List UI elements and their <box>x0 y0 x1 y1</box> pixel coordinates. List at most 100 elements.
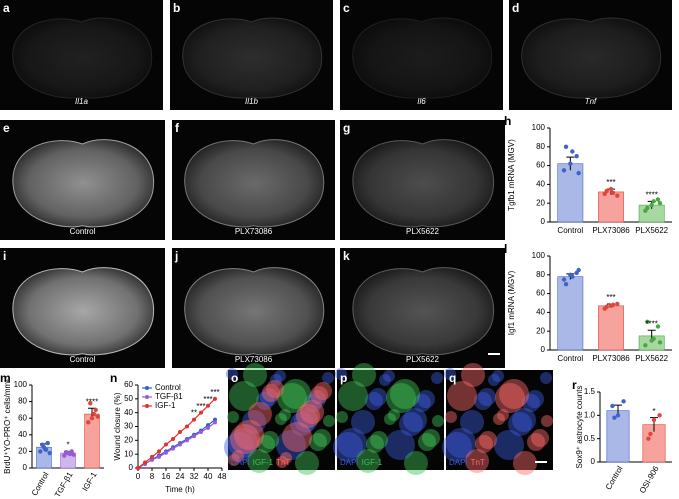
y-tick-label: 60 <box>536 289 545 298</box>
panel-label: o <box>231 371 238 385</box>
image-caption: Control <box>70 227 96 236</box>
cell-signal <box>404 451 428 475</box>
cell-signal <box>478 388 496 406</box>
image-caption: PLX5622 <box>406 227 439 236</box>
panel-label: r <box>572 378 577 392</box>
panel-label: k <box>343 249 350 263</box>
channel-name: DAPI <box>340 458 359 467</box>
tissue <box>12 17 153 99</box>
significance: **** <box>645 190 657 199</box>
cell-signal <box>385 430 415 460</box>
tissue-section <box>184 139 325 228</box>
x-tick-label: Control <box>604 464 625 491</box>
data-point <box>71 452 76 457</box>
y-tick-label: 80 <box>536 142 545 151</box>
data-point <box>610 190 616 196</box>
y-tick-label: 0 <box>23 463 28 472</box>
legend-label: IGF-1 <box>155 401 176 410</box>
data-point <box>612 415 617 420</box>
cell-signal <box>248 402 272 426</box>
y-tick-label: 20 <box>124 435 133 444</box>
cell-signal <box>479 431 497 449</box>
data-point <box>648 431 653 437</box>
cell-signal <box>261 431 279 449</box>
x-tick-label: Control <box>557 226 583 235</box>
cell-signal <box>399 412 423 436</box>
data-point <box>615 301 620 307</box>
bar <box>557 276 584 351</box>
cell-signal <box>256 392 274 410</box>
cell-signal <box>304 394 322 412</box>
data-point <box>621 399 626 404</box>
panel-label: q <box>449 371 456 385</box>
data-point <box>178 442 182 447</box>
x-tick-label: PLX5622 <box>635 226 668 235</box>
cell-signal <box>495 383 525 413</box>
cell-signal <box>493 413 505 425</box>
significance: *** <box>196 402 205 411</box>
data-point <box>574 154 579 159</box>
cell-signal <box>418 433 436 451</box>
data-point <box>610 403 615 409</box>
data-point <box>157 449 161 454</box>
tissue-section <box>184 267 325 356</box>
cell-signal <box>474 392 492 410</box>
data-point <box>655 197 661 202</box>
data-point <box>645 205 650 211</box>
data-point <box>206 425 210 430</box>
x-tick-label: Control <box>557 354 583 363</box>
data-point <box>150 454 154 459</box>
y-tick-label: 80 <box>536 270 545 279</box>
significance: *** <box>606 293 615 302</box>
tissue <box>184 267 325 356</box>
tissue-section <box>12 17 153 99</box>
x-tick-label: 16 <box>162 472 171 481</box>
data-point <box>157 454 161 459</box>
cell-signal <box>290 412 314 436</box>
data-point <box>171 446 175 451</box>
cell-signal <box>446 428 476 458</box>
micrograph <box>228 370 335 470</box>
panel-label: e <box>3 121 10 135</box>
micrograph <box>446 370 553 470</box>
panel-label: d <box>512 1 519 15</box>
cell-signal <box>227 411 239 423</box>
cell-signal <box>513 451 537 475</box>
y-tick-label: 100 <box>14 380 28 389</box>
cell-signal <box>431 372 443 384</box>
panel-label: l <box>504 242 507 256</box>
x-tick-label: 40 <box>204 472 213 481</box>
cell-signal <box>531 429 549 447</box>
cell-signal <box>277 383 307 413</box>
channel-name: DAPI <box>231 458 250 467</box>
data-point <box>91 411 97 417</box>
y-tick-label: 40 <box>124 408 133 417</box>
cell-signal <box>242 410 266 434</box>
cell-signal <box>276 430 306 460</box>
data-point <box>47 450 52 456</box>
panel-label: a <box>3 1 10 15</box>
data-point <box>171 436 175 441</box>
panel-label: j <box>174 249 178 263</box>
data-point <box>95 414 100 419</box>
cell-signal <box>508 412 532 436</box>
cell-signal <box>274 370 286 382</box>
data-point <box>657 340 663 345</box>
image-caption: Il1a <box>75 97 88 106</box>
data-point <box>615 413 621 418</box>
data-point <box>43 447 49 452</box>
x-tick-label: PLX73086 <box>592 354 630 363</box>
y-tick-label: 10 <box>124 449 133 458</box>
cell-signal <box>445 411 457 423</box>
cell-signal <box>432 415 444 427</box>
tissue <box>352 139 494 228</box>
data-point <box>93 407 98 413</box>
cell-signal <box>282 422 312 452</box>
channel-legend: DAPI IGF-1 <box>340 458 383 467</box>
image-caption: PLX73086 <box>235 227 273 236</box>
data-point <box>88 401 93 406</box>
y-axis-label: Igf1 mRNA (MGV) <box>507 270 516 335</box>
bar <box>598 305 624 351</box>
legend-marker <box>145 386 149 390</box>
data-point <box>164 442 168 447</box>
